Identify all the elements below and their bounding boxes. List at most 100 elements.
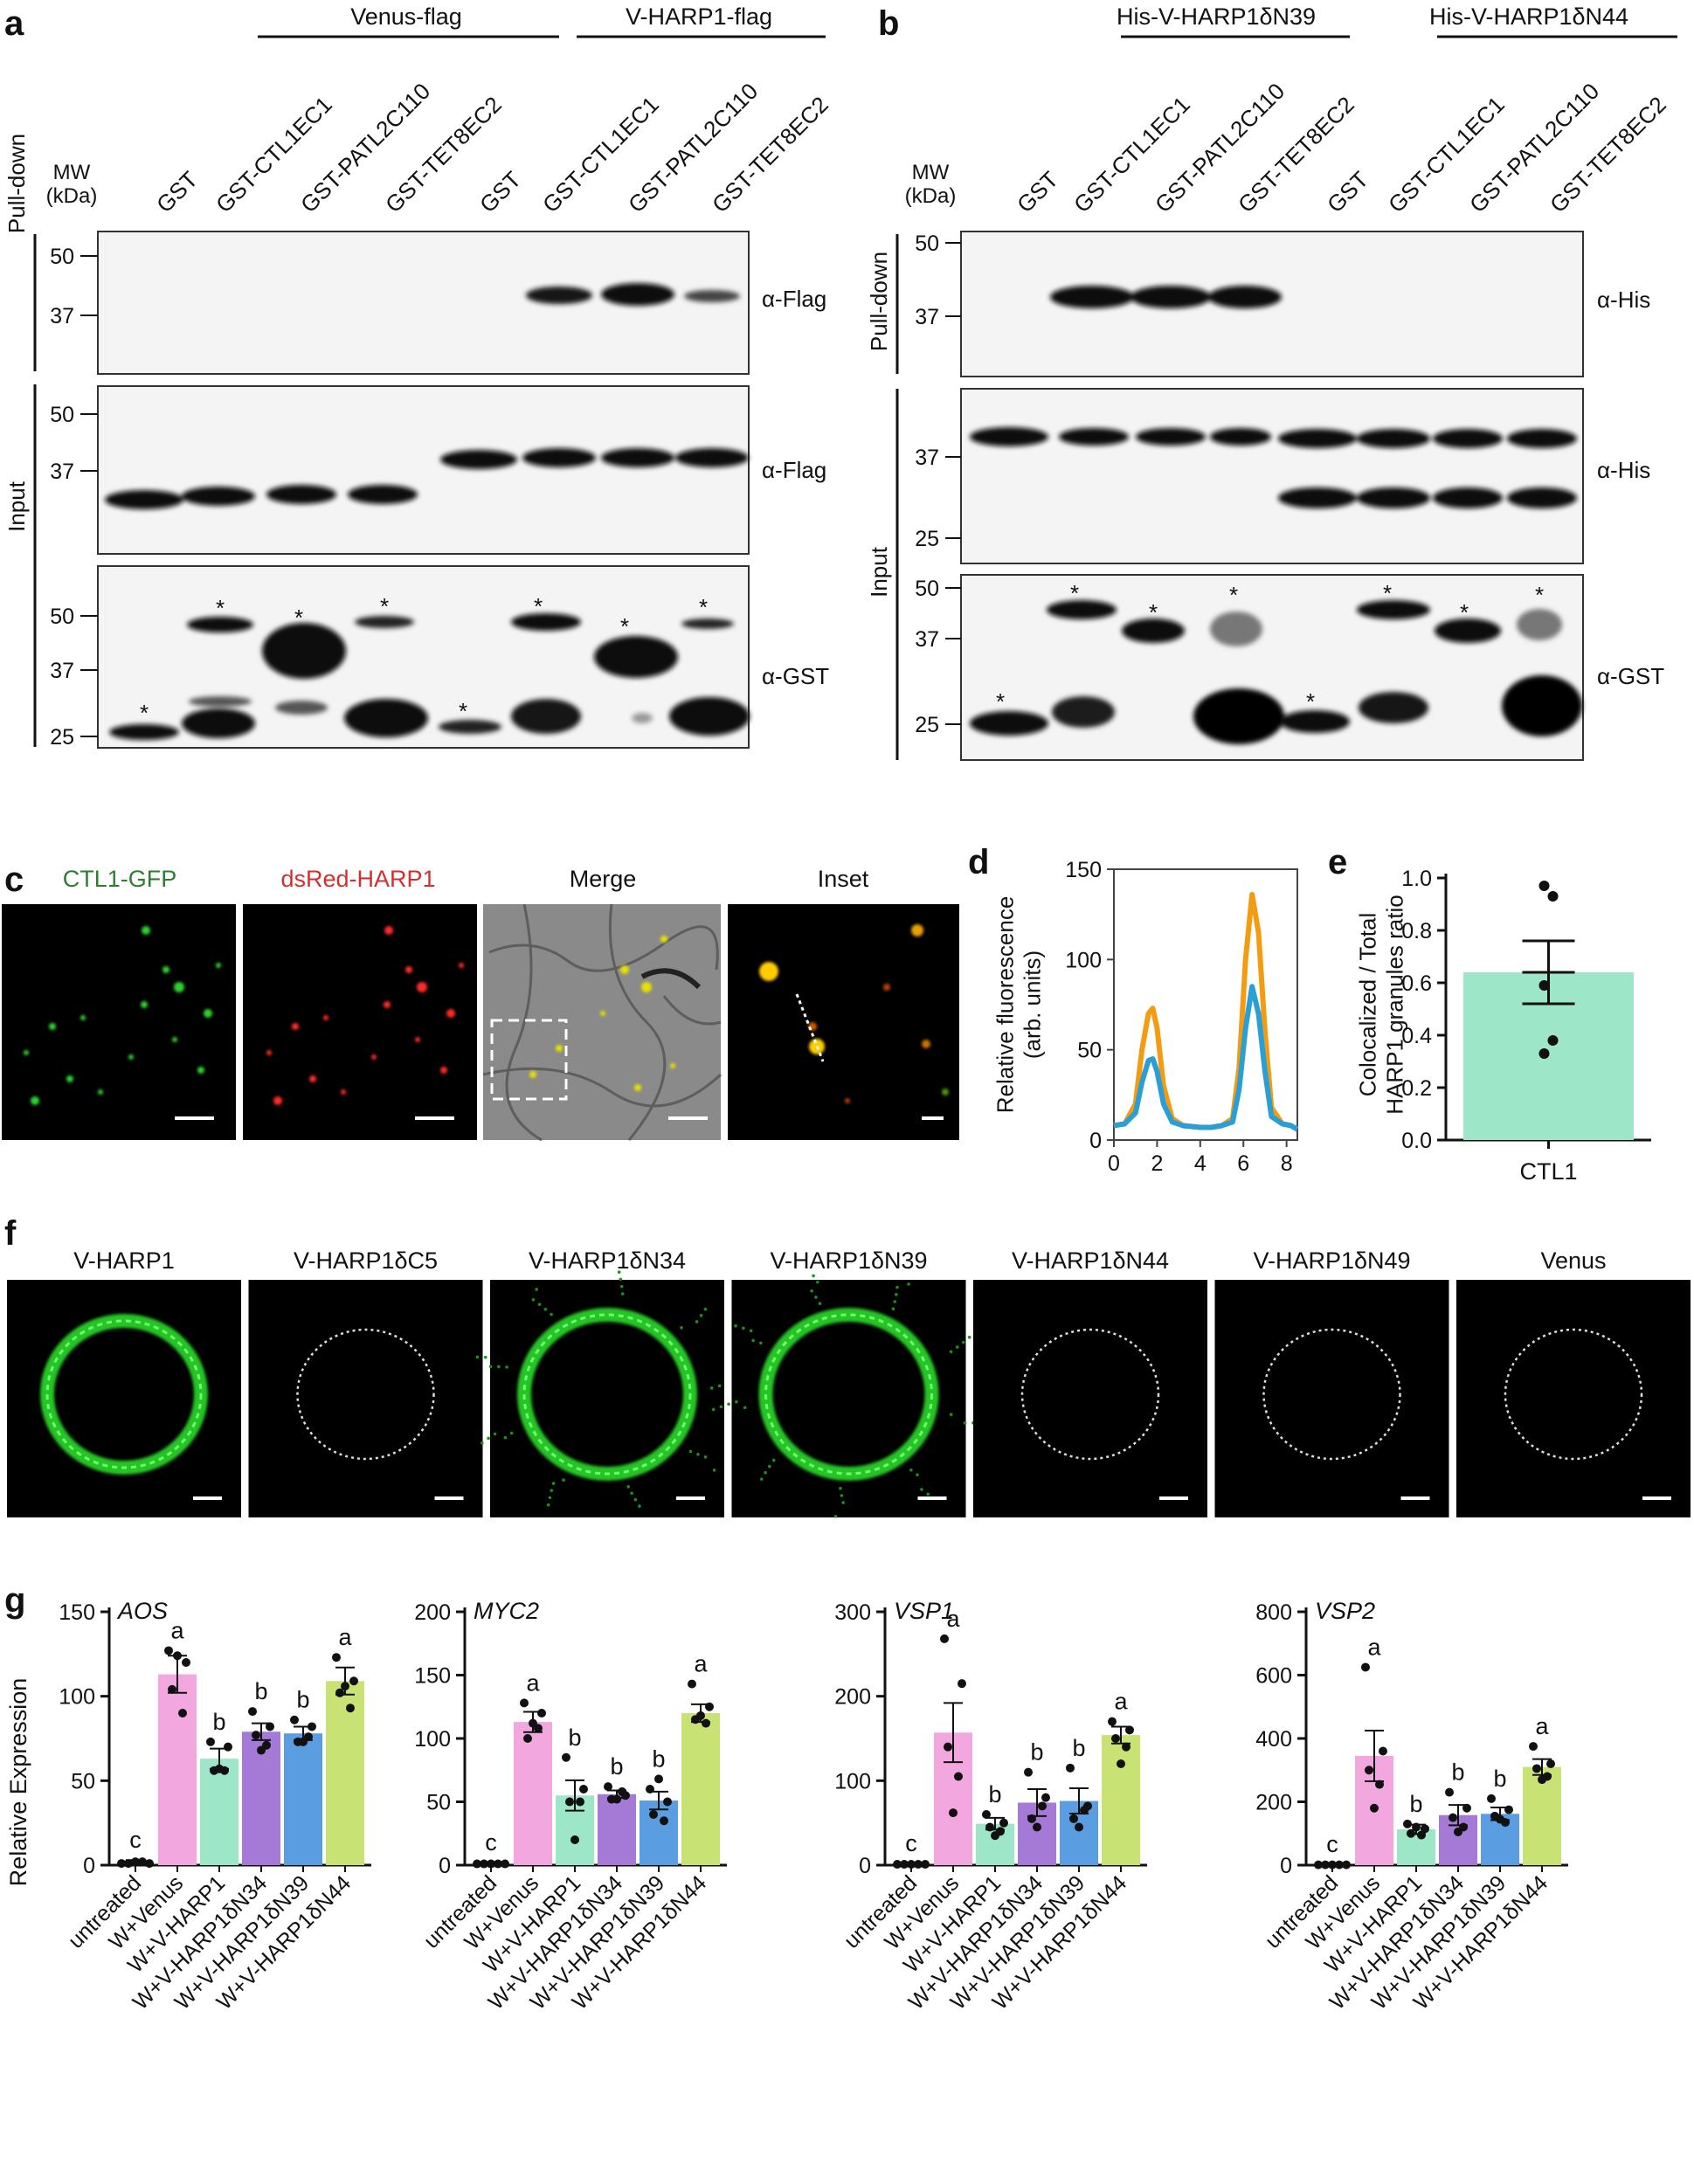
y-tick-label: 0 (1089, 1129, 1102, 1153)
antibody-label: α-His (1597, 457, 1650, 483)
data-point (1538, 1775, 1546, 1785)
significance-letter: b (988, 1781, 1001, 1807)
bar (1397, 1829, 1435, 1865)
panel-letter-b: b (878, 4, 899, 43)
bar (284, 1733, 322, 1865)
data-point (958, 1679, 966, 1689)
mw-marker: 37 (50, 659, 74, 683)
data-point (349, 1676, 358, 1686)
data-point (1538, 980, 1550, 991)
data-point (999, 1818, 1008, 1828)
data-point (1375, 1780, 1384, 1789)
data-point (138, 1857, 147, 1867)
image-label: V-HARP1δN49 (1253, 1248, 1410, 1274)
data-point (1370, 1803, 1379, 1813)
band (1130, 286, 1211, 308)
significance-letter: a (1114, 1689, 1128, 1715)
significance-letter: a (170, 1617, 184, 1643)
data-point (1080, 1806, 1089, 1815)
image-label: V-HARP1 (73, 1248, 175, 1274)
band (511, 699, 581, 734)
y-tick-label: 0.6 (1401, 971, 1432, 996)
group-label-dn39: His-V-HARP1δN39 (1117, 3, 1316, 30)
blot-input-his (960, 388, 1584, 564)
significance-letter: a (526, 1669, 540, 1696)
asterisk: * (1306, 688, 1315, 715)
y-tick-label: 100 (834, 1769, 871, 1794)
y-tick-label: 50 (71, 1769, 95, 1794)
data-point (1547, 891, 1559, 902)
band (1193, 688, 1284, 744)
data-point (1417, 1830, 1426, 1840)
data-point (182, 1658, 190, 1667)
nucleus-outline (1020, 1328, 1160, 1461)
data-point (473, 1859, 481, 1869)
data-point (1462, 1803, 1471, 1813)
band (675, 448, 749, 467)
image-label: V-HARP1δN39 (770, 1248, 927, 1274)
band (1359, 692, 1428, 723)
image-label: V-HARP1δN44 (1012, 1248, 1169, 1274)
y-tick-label: 50 (426, 1791, 451, 1815)
y-tick-label: 200 (414, 1600, 451, 1625)
bar (976, 1823, 1014, 1865)
data-point (266, 1722, 274, 1731)
y-tick-label: 0.4 (1401, 1024, 1432, 1048)
data-point (940, 1634, 949, 1643)
data-point (1024, 1767, 1033, 1777)
data-point (1117, 1759, 1125, 1768)
data-point (487, 1859, 495, 1869)
asterisk: * (140, 700, 149, 726)
y-tick-label: 100 (59, 1685, 95, 1710)
data-point (618, 1787, 626, 1796)
band (594, 636, 678, 678)
significance-letter: b (610, 1753, 623, 1780)
significance-letter: a (946, 1606, 960, 1632)
significance-letter: b (296, 1687, 309, 1713)
image-label: V-HARP1δN34 (529, 1248, 686, 1274)
lane-label: GST (151, 166, 203, 218)
data-point (688, 1679, 696, 1689)
band (1507, 429, 1577, 448)
band (681, 619, 734, 629)
significance-letter: b (212, 1709, 225, 1735)
y-tick-label: 150 (414, 1664, 451, 1689)
data-point (954, 1772, 963, 1781)
data-point (164, 1646, 173, 1655)
asterisk: * (620, 613, 629, 639)
bar (326, 1681, 364, 1865)
asterisk: * (216, 595, 225, 621)
granule-highlight (45, 1319, 203, 1469)
mw-marker: 37 (915, 627, 939, 652)
y-tick-label: 100 (1065, 948, 1102, 972)
panel-a: Venus-flag V-HARP1-flag MW (kDa) GST GST… (3, 3, 833, 750)
image-label-merge: Merge (570, 866, 637, 892)
mw-label: MW (912, 161, 950, 184)
image-label-ctl1-gfp: CTL1-GFP (63, 866, 177, 892)
data-point (341, 1682, 349, 1691)
data-point (660, 1816, 668, 1826)
band (1280, 710, 1350, 733)
band (1278, 487, 1357, 508)
x-tick-label: 4 (1194, 1151, 1207, 1176)
band (348, 485, 418, 504)
significance-letter: b (1409, 1791, 1422, 1817)
band (189, 696, 252, 707)
micrograph-merge (483, 904, 721, 1140)
panel-letter-a: a (4, 4, 24, 43)
significance-letter: b (1451, 1759, 1464, 1786)
panel-letter-d: d (968, 843, 989, 881)
data-point (173, 1651, 182, 1661)
side-label-pulldown: Pull-down (866, 252, 892, 351)
data-point (335, 1688, 344, 1697)
panel-d-chart: 0 2 4 6 8 0 50 100 150 Relative fluorescence(arb… (992, 858, 1299, 1176)
mw-marker: 37 (915, 446, 939, 470)
y-tick-label: 1.0 (1401, 867, 1432, 891)
band (1435, 619, 1501, 643)
band (1136, 428, 1206, 446)
data-point (131, 1857, 140, 1867)
gene-title: AOS (116, 1598, 168, 1624)
data-point (1335, 1860, 1344, 1870)
